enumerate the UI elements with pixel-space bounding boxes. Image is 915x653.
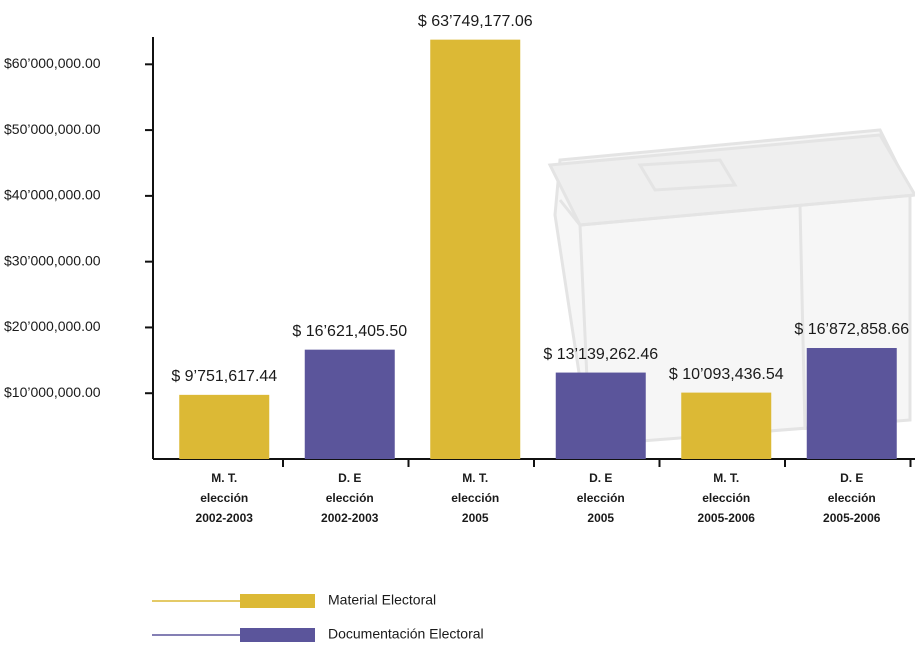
x-tick-label: elección: [451, 491, 499, 505]
value-label: $ 9’751,617.44: [171, 368, 277, 385]
value-label: $ 16’872,858.66: [794, 321, 909, 338]
x-tick-label: M. T.: [462, 471, 488, 485]
y-tick-label: $50’000,000.00: [4, 121, 101, 137]
value-label: $ 13’139,262.46: [543, 346, 658, 363]
y-tick-label: $60’000,000.00: [4, 55, 101, 71]
bar: [304, 349, 395, 459]
bar: [430, 39, 521, 460]
x-tick-label: 2005-2006: [698, 511, 756, 525]
y-tick-label: $40’000,000.00: [4, 187, 101, 203]
x-tick-label: elección: [326, 491, 374, 505]
x-tick-label: D. E: [589, 471, 612, 485]
legend-swatch: [240, 628, 315, 642]
y-tick-label: $30’000,000.00: [4, 252, 101, 268]
legend-label: Material Electoral: [328, 592, 436, 608]
legend-swatch: [240, 594, 315, 608]
legend-label: Documentación Electoral: [328, 626, 484, 642]
bar: [179, 394, 270, 459]
value-label: $ 10’093,436.54: [669, 366, 784, 383]
y-tick-label: $10’000,000.00: [4, 384, 101, 400]
y-tick-label: $20’000,000.00: [4, 318, 101, 334]
x-tick-label: elección: [828, 491, 876, 505]
x-tick-label: 2002-2003: [321, 511, 379, 525]
x-tick-label: M. T.: [211, 471, 237, 485]
x-tick-label: D. E: [338, 471, 361, 485]
bar: [806, 348, 897, 459]
bar: [681, 392, 772, 459]
x-tick-label: 2005: [587, 511, 614, 525]
x-tick-label: 2005: [462, 511, 489, 525]
x-tick-label: elección: [200, 491, 248, 505]
x-tick-label: elección: [577, 491, 625, 505]
bar: [555, 372, 646, 459]
x-tick-label: 2005-2006: [823, 511, 881, 525]
value-label: $ 16’621,405.50: [292, 323, 407, 340]
x-tick-label: M. T.: [713, 471, 739, 485]
x-tick-label: elección: [702, 491, 750, 505]
value-label: $ 63’749,177.06: [418, 13, 533, 30]
x-tick-label: D. E: [840, 471, 863, 485]
x-tick-label: 2002-2003: [196, 511, 254, 525]
